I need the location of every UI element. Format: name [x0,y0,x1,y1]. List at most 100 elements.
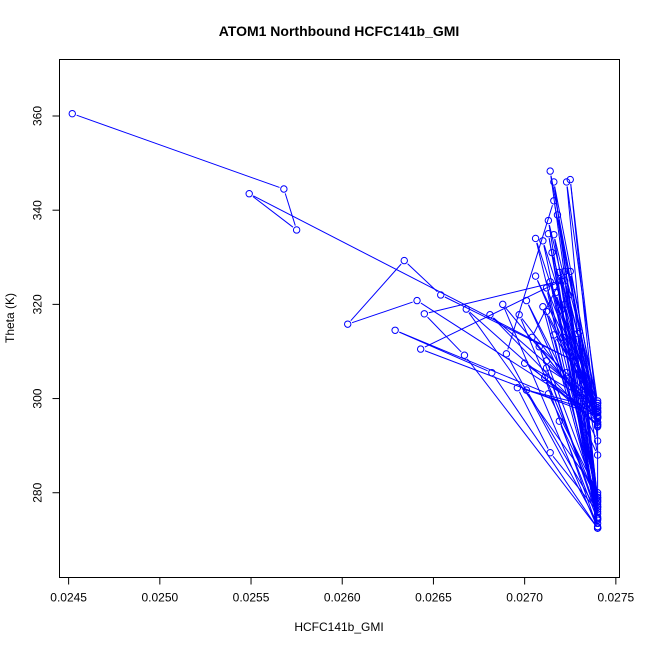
data-point [542,364,551,372]
data-point [486,311,494,319]
series-segment [552,257,598,515]
series-segment [427,316,462,353]
data-point [531,272,540,280]
data-point [344,320,352,328]
data-point [593,524,602,532]
series-segment [252,196,294,228]
series-segment [520,318,597,499]
series-segment [76,114,280,188]
data-point [562,368,571,377]
series-segment [554,239,598,414]
data-point [566,267,574,276]
data-point [593,505,602,513]
y-axis: 280 300 320 340 360 [31,106,60,503]
data-point [292,226,301,234]
data-point [544,390,553,398]
data-point [593,404,602,412]
series-segment [565,308,597,421]
data-point [593,493,602,502]
series-segment [466,358,596,525]
series-segment [557,219,598,413]
data-point [561,277,569,285]
data-point [555,417,564,425]
data-point [546,167,554,175]
x-tick-label: 0.0250 [141,591,178,605]
data-point [550,230,558,239]
data-point [593,503,602,511]
data-point [593,507,602,516]
data-point [542,357,551,365]
data-point [400,256,408,265]
x-axis: 0.0245 0.0250 0.0255 0.0260 0.0265 0.0270 0.02… [50,577,635,605]
data-point [462,305,470,313]
chart-title: ATOM1 Northbound HCFC141b_GMI [219,23,460,39]
data-point [555,268,564,277]
series-segment [557,219,598,493]
data-point [535,343,543,351]
x-axis-label: HCFC141b_GMI [294,620,383,634]
series-segment [504,308,597,525]
series-segment [570,275,598,493]
data-point [593,399,602,407]
series-segment [518,391,549,449]
data-point [502,350,511,358]
data-point [68,109,76,118]
data-point [528,333,536,342]
data-point [499,300,507,309]
data-point [593,491,602,499]
data-point [593,437,602,445]
data-point [416,345,425,353]
series-segment [556,296,597,418]
data-point [280,185,288,193]
data-point [546,449,554,457]
data-point [593,411,602,419]
series-segment [508,357,596,520]
data-point [593,413,602,422]
series-segment [350,263,402,322]
data-point [573,329,582,338]
series-segment [351,301,413,324]
series-segment [543,245,597,414]
data-point [488,368,496,377]
data-point [515,311,523,319]
data-point [575,327,584,336]
data-point [548,248,556,257]
data-point [551,288,560,297]
series-segment [507,205,553,350]
series-segment [284,193,296,226]
data-point [539,237,547,245]
data-point [550,197,558,205]
data-point [544,230,553,238]
series-segment [493,376,596,525]
data-point [460,351,469,359]
data-point [542,284,551,292]
y-tick-label: 360 [31,106,45,126]
x-tick-label: 0.0245 [50,591,87,605]
data-point [513,384,522,392]
data-point [539,303,547,311]
series-segment [536,280,597,419]
x-tick-label: 0.0270 [506,591,543,605]
data-point [564,291,573,299]
data-point [593,451,602,459]
data-point [593,418,602,426]
data-point [557,277,565,285]
series-segment [253,195,571,360]
series-segment [528,365,594,404]
series-segment [424,350,594,416]
data-layer [68,109,602,532]
data-point [522,296,531,305]
x-tick-label: 0.0255 [233,591,270,605]
series-segment [551,285,597,404]
series-segment [407,263,438,293]
y-tick-label: 300 [31,388,45,408]
series-segment [545,381,597,524]
data-point [420,310,429,318]
data-point [593,423,602,431]
series-segment [399,331,545,393]
data-point [593,500,602,509]
data-point [566,175,574,184]
series-segment [550,286,598,494]
